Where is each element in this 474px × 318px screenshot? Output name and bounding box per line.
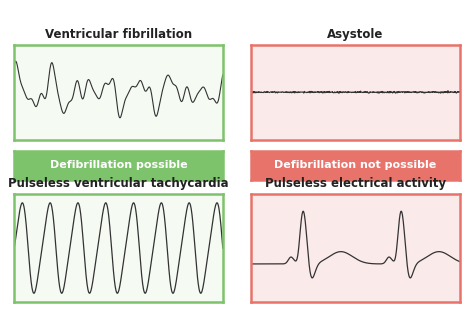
Text: Pulseless electrical activity: Pulseless electrical activity — [265, 177, 446, 190]
Text: Defibrillation possible: Defibrillation possible — [50, 160, 187, 170]
Text: Defibrillation not possible: Defibrillation not possible — [274, 160, 437, 170]
Text: Asystole: Asystole — [328, 28, 383, 41]
Text: Pulseless ventricular tachycardia: Pulseless ventricular tachycardia — [8, 177, 229, 190]
Text: Ventricular fibrillation: Ventricular fibrillation — [45, 28, 192, 41]
